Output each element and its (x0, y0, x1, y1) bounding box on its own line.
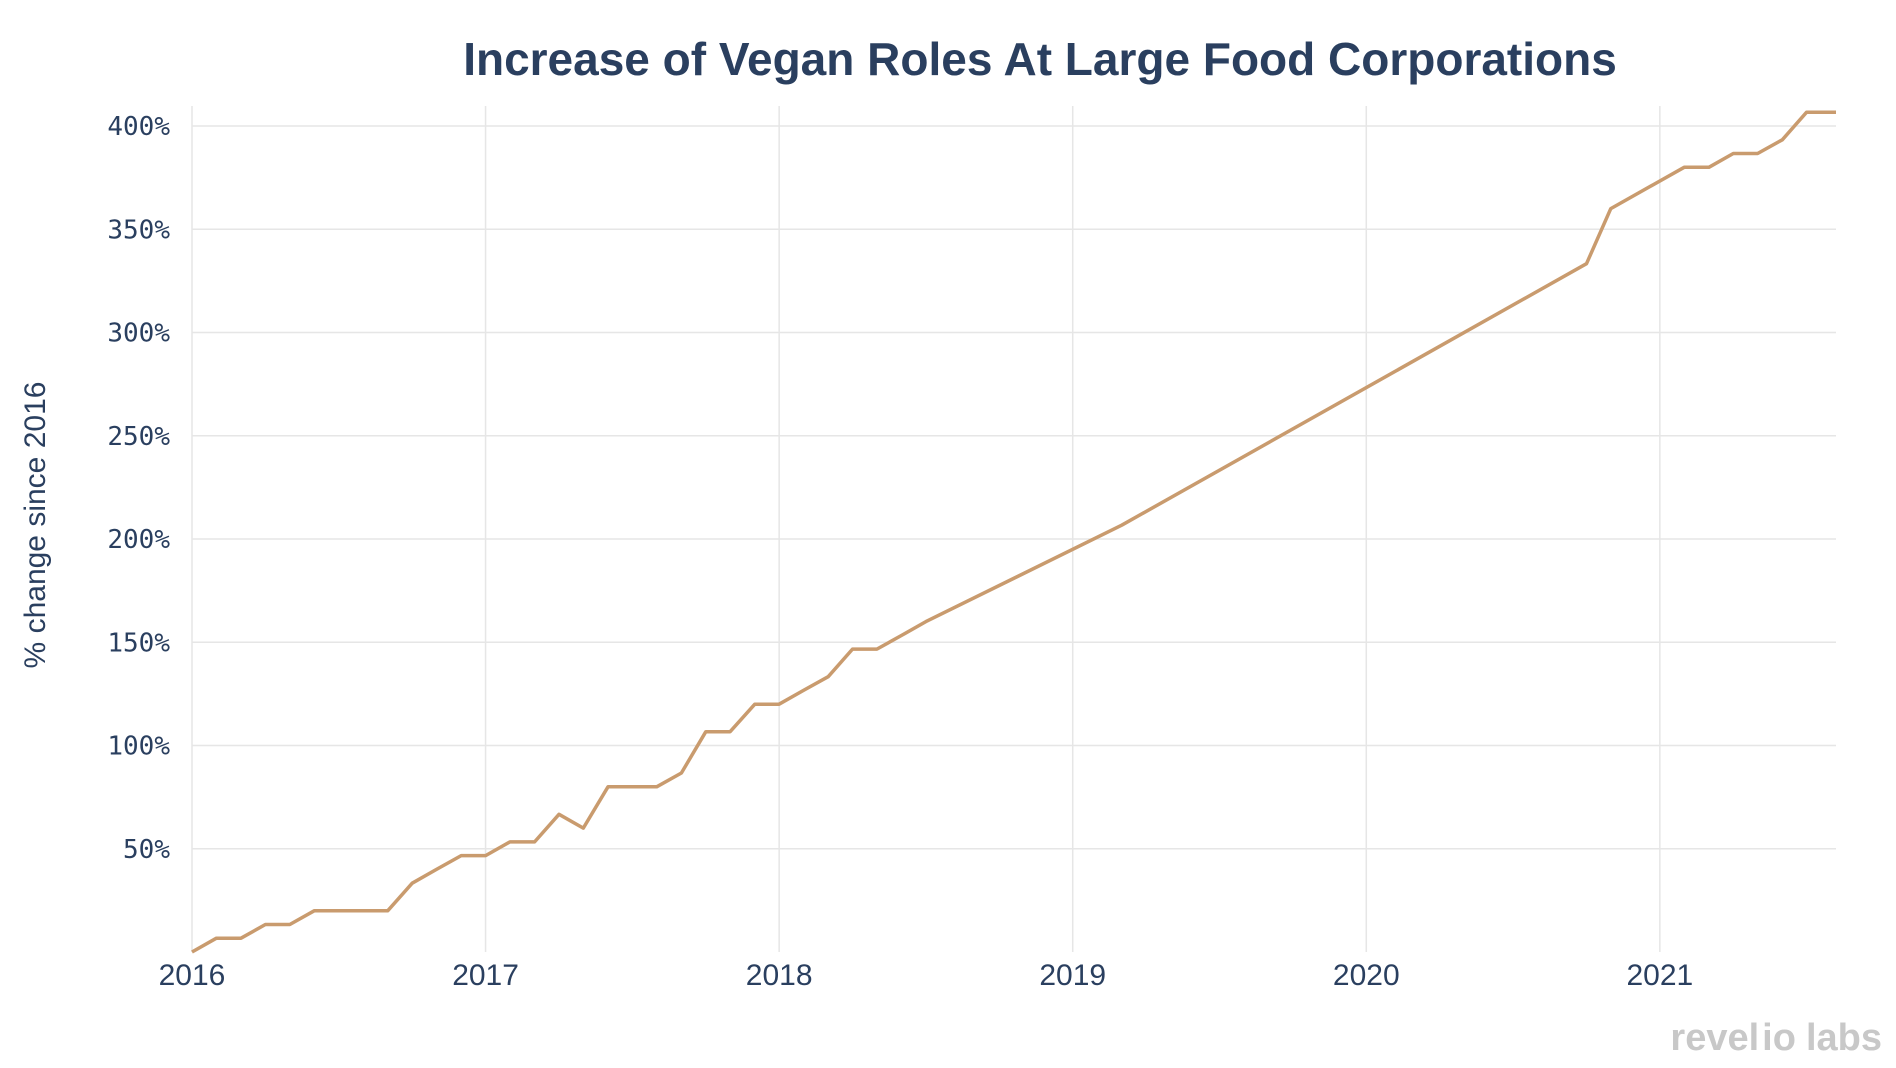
x-tick-label-2019: 2019 (1039, 959, 1106, 992)
x-axis-ticks: 2016 2017 2018 2019 2020 2021 (159, 959, 1694, 992)
series-layer (191, 110, 1837, 954)
y-tick-label-300: 300% (107, 319, 170, 349)
y-tick-label-150: 150% (107, 628, 170, 658)
y-tick-label-250: 250% (107, 422, 170, 452)
x-tick-label-2017: 2017 (452, 959, 519, 992)
series-line-0 (191, 110, 1836, 954)
revelio-labs-logo: revelio labs (1670, 1017, 1882, 1059)
y-tick-label-50: 50% (123, 835, 170, 865)
y-axis-label: % change since 2016 (19, 382, 52, 669)
x-gridlines (191, 106, 1661, 952)
y-tick-label-200: 200% (107, 525, 170, 555)
logo-wordmark: revelio labs (1670, 1017, 1882, 1059)
y-tick-label-350: 350% (107, 215, 170, 245)
x-tick-label-2016: 2016 (159, 959, 226, 992)
y-tick-label-100: 100% (107, 732, 170, 762)
y-gridlines (192, 125, 1836, 850)
y-axis-ticks: 50% 100% 150% 200% 250% 300% 350% 400% (107, 112, 170, 865)
x-tick-label-2018: 2018 (746, 959, 813, 992)
chart-title: Increase of Vegan Roles At Large Food Co… (463, 33, 1617, 85)
x-tick-label-2020: 2020 (1333, 959, 1400, 992)
x-tick-label-2021: 2021 (1626, 959, 1693, 992)
y-tick-label-400: 400% (107, 112, 170, 142)
